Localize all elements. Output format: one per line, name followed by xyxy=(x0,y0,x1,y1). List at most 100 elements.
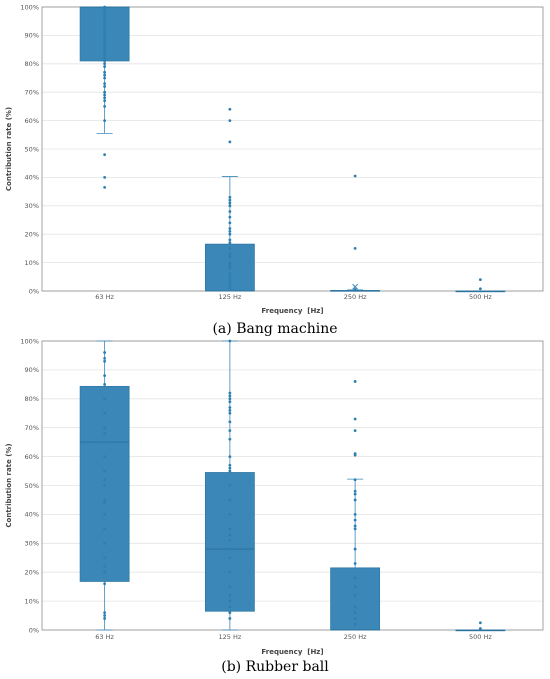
data-point xyxy=(103,36,107,40)
chart-panel-1: 0% 10% 20% 30% 40% 50% 60% 70% 80% 90% 100% 63 Hz 12… xyxy=(5,3,544,337)
data-point xyxy=(353,247,357,250)
data-point xyxy=(228,229,232,233)
data-point xyxy=(103,176,107,179)
data-point xyxy=(103,455,107,458)
data-point xyxy=(353,585,357,589)
y-tick-label: 0% xyxy=(29,287,39,295)
data-point xyxy=(228,272,232,276)
data-point xyxy=(353,524,357,528)
data-point xyxy=(103,62,107,66)
data-point xyxy=(228,241,232,245)
data-point xyxy=(103,28,107,32)
x-tick-label: 500 Hz xyxy=(469,293,492,301)
data-point xyxy=(228,527,232,531)
data-point xyxy=(228,252,232,256)
data-point xyxy=(228,238,232,242)
panel-caption: (a) Bang machine xyxy=(212,321,337,337)
data-point xyxy=(103,185,107,189)
x-tick-label: 250 Hz xyxy=(344,633,367,641)
x-tick-label: 63 Hz xyxy=(95,633,114,641)
y-tick-label: 0% xyxy=(29,626,39,634)
data-point xyxy=(103,351,107,354)
data-point xyxy=(228,140,232,144)
data-point xyxy=(228,400,232,404)
data-point xyxy=(478,621,482,625)
y-tick-label: 70% xyxy=(25,89,39,97)
y-tick-label: 100% xyxy=(20,337,39,345)
data-point xyxy=(103,96,107,100)
y-tick-label: 30% xyxy=(25,540,39,548)
data-point xyxy=(103,556,107,560)
plot-frame xyxy=(41,6,544,292)
data-point xyxy=(353,489,357,493)
data-point xyxy=(228,107,232,111)
y-tick-label: 80% xyxy=(25,60,39,68)
data-point xyxy=(228,119,232,122)
box-500-hz xyxy=(455,278,506,293)
data-point xyxy=(228,266,232,270)
data-point xyxy=(228,394,232,398)
data-point xyxy=(478,287,482,291)
data-point xyxy=(103,570,107,574)
data-point xyxy=(228,406,232,409)
data-point xyxy=(228,255,232,259)
data-point xyxy=(228,201,232,205)
y-tick-label: 40% xyxy=(25,174,39,182)
y-tick-label: 60% xyxy=(25,453,39,461)
data-point xyxy=(228,339,232,343)
data-point xyxy=(103,14,107,17)
data-point xyxy=(103,359,107,363)
y-tick-label: 60% xyxy=(25,117,39,125)
data-point xyxy=(353,478,357,482)
data-point xyxy=(103,34,107,37)
chart-panel-2: 0% 10% 20% 30% 40% 50% 60% 70% 80% 90% 100% 63 Hz 12… xyxy=(5,337,544,675)
y-tick-label: 90% xyxy=(25,366,39,374)
data-point xyxy=(103,565,107,568)
data-point xyxy=(353,289,357,292)
box-125-hz xyxy=(204,339,255,631)
x-tick-label: 500 Hz xyxy=(469,633,492,641)
x-axis-label: Frequency [Hz] xyxy=(261,648,323,656)
data-point xyxy=(103,382,107,386)
data-point xyxy=(228,264,232,267)
data-point xyxy=(103,48,107,51)
y-tick-label: 20% xyxy=(25,231,39,239)
data-point xyxy=(228,498,232,502)
data-point xyxy=(103,8,107,12)
data-point xyxy=(103,42,107,46)
y-axis-label: Contribution rate (%) xyxy=(5,107,13,191)
data-point xyxy=(228,283,232,287)
data-point xyxy=(353,417,357,421)
data-point xyxy=(353,576,357,580)
data-point xyxy=(228,232,232,236)
y-axis-label: Contribution rate (%) xyxy=(5,443,13,527)
data-point xyxy=(103,45,107,49)
data-point xyxy=(103,469,107,473)
data-point xyxy=(103,73,107,77)
data-point xyxy=(103,498,107,502)
data-point xyxy=(103,39,107,43)
x-tick-label: 63 Hz xyxy=(95,293,114,301)
data-point xyxy=(228,227,232,230)
data-point xyxy=(103,153,107,157)
y-tick-label: 80% xyxy=(25,395,39,403)
data-point xyxy=(103,59,107,63)
data-point xyxy=(228,463,232,467)
y-tick-label: 10% xyxy=(25,597,39,605)
data-point xyxy=(228,466,232,470)
data-point xyxy=(103,611,107,615)
data-point xyxy=(478,627,482,630)
data-point xyxy=(353,562,357,565)
y-tick-label: 10% xyxy=(25,259,39,267)
data-point xyxy=(228,420,232,424)
data-point xyxy=(353,518,357,522)
data-point xyxy=(103,478,107,482)
data-point xyxy=(228,411,232,415)
data-point xyxy=(228,556,232,560)
box-500-hz xyxy=(455,621,506,632)
data-point xyxy=(103,614,107,617)
box-63-hz xyxy=(79,340,130,631)
box-250-hz xyxy=(330,174,381,292)
data-point xyxy=(228,195,232,199)
data-point xyxy=(353,617,357,620)
